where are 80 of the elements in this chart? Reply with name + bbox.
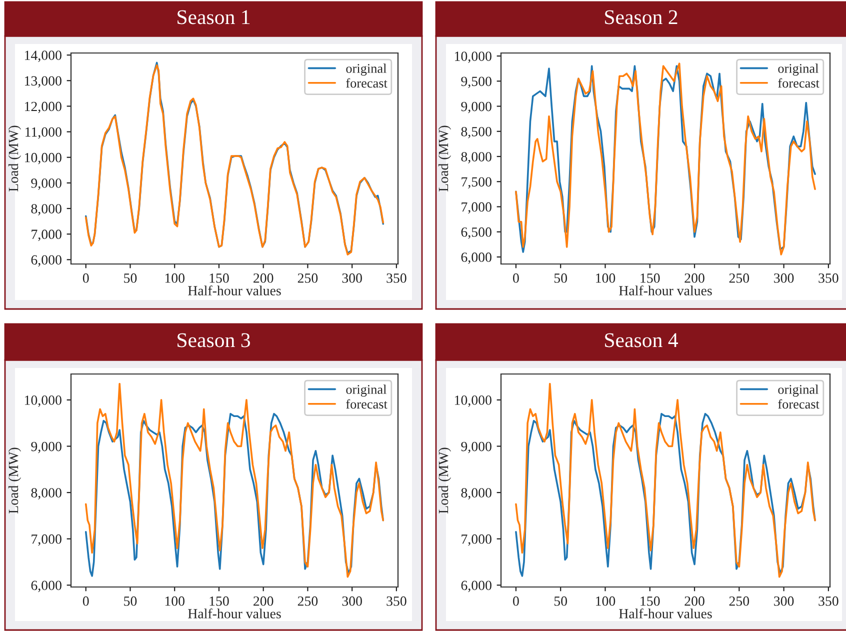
x-axis-title: Half-hour values [619,285,712,296]
y-tick-label: 9,000 [461,102,492,114]
y-tick-label: 6,000 [461,580,492,592]
y-tick-label: 8,500 [461,126,492,138]
legend-label: forecast [346,78,388,88]
x-tick-label: 0 [82,273,89,283]
y-tick-label: 8,000 [461,488,492,500]
x-tick-label: 100 [165,273,184,283]
chart-title: Season 1 [178,10,250,24]
y-tick-label: 14,000 [25,50,62,62]
y-tick-label: 7,000 [462,534,492,546]
chart-title: Season 2 [605,10,678,24]
chart-title: Season 3 [178,333,250,348]
x-tick-label: 300 [774,596,794,606]
x-tick-label: 250 [729,273,750,283]
x-tick-label: 100 [596,273,616,283]
legend-label: original [778,384,818,397]
y-tick-label: 9,000 [31,178,62,190]
legend-label: original [346,64,386,76]
y-tick-label: 9,000 [31,442,62,454]
x-tick-label: 100 [165,596,184,606]
x-tick-label: 300 [342,273,362,283]
x-tick-label: 350 [386,596,406,606]
x-tick-label: 150 [210,273,229,283]
x-tick-label: 350 [818,596,838,606]
x-tick-label: 200 [684,273,704,283]
x-axis-title: Half-hour values [619,608,712,618]
x-tick-label: 200 [254,273,274,283]
y-tick-label: 8,000 [461,152,492,164]
x-tick-label: 150 [640,273,660,283]
y-tick-label: 7,000 [32,230,62,242]
y-tick-label: 6,000 [31,255,62,267]
x-tick-label: 350 [818,273,838,283]
x-tick-label: 150 [210,596,229,606]
chart-title: Season 4 [605,333,678,348]
y-tick-label: 6,000 [31,580,62,592]
x-tick-label: 300 [774,273,794,283]
x-tick-label: 50 [124,273,137,283]
x-tick-label: 50 [554,596,568,606]
legend-label: original [346,384,386,397]
x-tick-label: 250 [729,596,750,606]
y-tick-label: 10,000 [25,396,62,407]
x-axis-title: Half-hour values [188,285,281,296]
x-tick-label: 250 [298,273,318,283]
y-tick-label: 10,000 [25,152,62,164]
y-tick-label: 8,000 [31,488,62,500]
y-tick-label: 7,000 [32,534,62,546]
y-tick-label: 13,000 [25,76,62,88]
x-tick-label: 50 [124,596,137,606]
x-tick-label: 0 [513,273,519,283]
legend-label: forecast [778,78,820,88]
legend-label: forecast [778,399,820,409]
y-tick-label: 9,000 [461,442,492,454]
y-tick-label: 7,500 [462,177,492,189]
x-tick-label: 350 [386,273,406,283]
y-axis-title: Load (MW) [438,448,451,514]
x-tick-label: 300 [342,596,362,606]
legend-label: forecast [346,399,388,409]
y-tick-label: 12,000 [25,102,62,114]
y-axis-title: Load (MW) [8,126,21,192]
y-tick-label: 11,000 [26,127,62,139]
x-tick-label: 0 [513,596,519,606]
y-tick-label: 10,000 [455,52,492,63]
y-tick-label: 6,500 [461,227,492,239]
x-tick-label: 150 [640,596,660,606]
y-tick-label: 9,500 [461,76,492,88]
x-tick-label: 200 [254,596,274,606]
y-tick-label: 6,000 [461,252,492,264]
x-tick-label: 200 [684,596,704,606]
y-tick-label: 7,000 [462,202,492,214]
x-tick-label: 0 [82,596,89,606]
x-tick-label: 50 [554,273,568,283]
x-tick-label: 100 [596,596,616,606]
legend-label: original [778,64,818,76]
y-tick-label: 10,000 [455,396,492,407]
y-axis-title: Load (MW) [438,126,451,192]
x-tick-label: 250 [298,596,318,606]
y-axis-title: Load (MW) [8,448,21,514]
x-axis-title: Half-hour values [188,608,281,618]
y-tick-label: 8,000 [31,204,62,216]
